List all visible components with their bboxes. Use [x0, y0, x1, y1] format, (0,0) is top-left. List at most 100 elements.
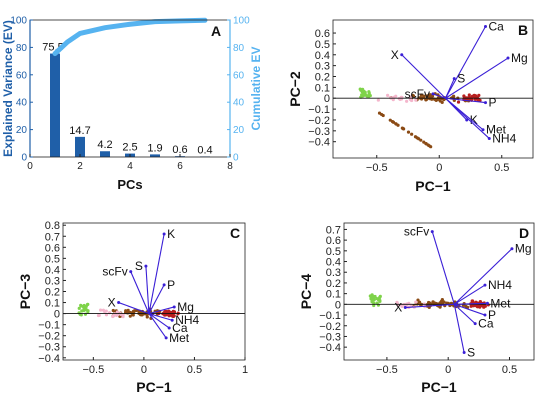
plot-frame	[62, 222, 246, 361]
bar-value-label: 14.7	[69, 125, 90, 137]
loading-vector-scfv	[130, 271, 150, 314]
y2-tick-label: 80	[233, 43, 245, 54]
panel-d: scFv Mg NH4 Met X PCa S −0.5 0 0.5 −0.4−0.3−0.2−0.…	[298, 222, 535, 395]
sample-point	[422, 94, 426, 98]
sample-point	[411, 93, 415, 97]
y2-tick-label: 40	[233, 98, 245, 109]
sample-point	[124, 309, 128, 313]
loading-vector-ca	[453, 303, 476, 325]
y-tick-label: −0.3	[38, 342, 60, 354]
sample-point	[115, 310, 120, 314]
sample-point	[163, 313, 167, 317]
bar-pc1	[50, 53, 60, 157]
sample-point	[368, 294, 372, 298]
sample-point	[369, 297, 373, 301]
x-tick-label: −0.5	[82, 364, 104, 376]
loading-vector-tip	[506, 56, 510, 60]
sample-point	[414, 300, 418, 304]
loading-vector-ca	[445, 26, 486, 99]
loading-vector-mg	[148, 306, 175, 315]
sample-point	[121, 315, 125, 319]
x-tick-label: 1	[242, 364, 248, 376]
loading-vector-nh4	[445, 97, 490, 139]
vector-label: X	[391, 48, 399, 62]
x-axis-label: PC−1	[421, 379, 457, 395]
y-tick-label: 0.1	[326, 289, 341, 301]
panel-letter: D	[519, 225, 529, 241]
x-tick-label: 6	[177, 161, 183, 172]
sample-point	[86, 310, 90, 314]
panel-a: 75.514.74.2 2.5 1.9 0.6 0.40 2 4 6 8020406080100…	[1, 16, 263, 193]
loading-vector-tip	[481, 128, 485, 132]
y-tick-label: 0.2	[326, 278, 341, 290]
y-tick-label: 60	[16, 70, 28, 81]
loading-vector-scfv	[432, 93, 446, 99]
sample-point	[400, 304, 404, 308]
vector-label: NH4	[492, 131, 516, 145]
loading-vector-mg	[445, 57, 509, 99]
sample-point	[79, 313, 83, 317]
loading-vector-tip	[170, 318, 174, 322]
bar-value-label: 4.2	[97, 139, 112, 151]
sample-point	[434, 98, 438, 103]
x-axis-label: PCs	[117, 177, 142, 192]
x-tick-label: 8	[227, 161, 233, 172]
y-tick-label: 0	[335, 299, 341, 311]
loading-vector-tip	[167, 326, 171, 330]
y-tick-label: −0.1	[308, 104, 330, 116]
loading-vector-tip	[403, 306, 407, 310]
sample-point	[424, 98, 428, 102]
y-axis-label: PC−4	[298, 274, 314, 310]
loading-vector-s	[444, 78, 455, 99]
bar-value-label: 0.6	[172, 144, 187, 156]
y-tick-label: 0.1	[315, 82, 330, 94]
x-tick-label: 2	[77, 161, 83, 172]
loading-vector-tip	[162, 232, 166, 236]
vector-label: Mg	[515, 242, 532, 256]
plot-frame	[343, 222, 535, 361]
sample-point	[431, 300, 435, 304]
sample-point	[164, 310, 168, 314]
x-tick-label: 0	[27, 161, 33, 172]
loading-vector-x	[118, 302, 150, 315]
loading-vector-scfv	[431, 231, 455, 305]
sample-point	[475, 305, 480, 309]
sample-point	[388, 118, 392, 122]
vector-label: Mg	[177, 300, 194, 314]
vector-label: S	[457, 72, 465, 86]
sample-point	[140, 313, 144, 317]
y-tick-label: 0.7	[326, 224, 341, 236]
sample-point	[79, 304, 83, 308]
x-tick-label: 0.5	[187, 364, 202, 376]
sample-point	[456, 100, 461, 104]
sample-point	[470, 94, 475, 98]
y-axis-label: Explained Variance (EV)	[1, 20, 15, 157]
sample-point	[410, 132, 414, 136]
sample-point	[467, 97, 471, 101]
loading-vector-tip	[483, 283, 487, 287]
vector-label: P	[489, 96, 497, 110]
y-tick-label: 0.6	[326, 235, 341, 247]
sample-point	[131, 313, 135, 317]
vector-label: scFv	[404, 225, 429, 239]
sample-point	[367, 90, 371, 94]
loading-vector-tip	[487, 136, 491, 140]
y-tick-label: 0	[54, 309, 60, 321]
y-tick-label: 0	[324, 93, 330, 105]
sample-point	[99, 308, 103, 312]
vector-label: X	[108, 296, 116, 310]
loading-vector-tip	[483, 313, 487, 317]
x-tick-label: 0.5	[494, 162, 509, 174]
loading-vector-tip	[162, 283, 166, 287]
sample-point	[362, 93, 366, 97]
sample-point	[419, 138, 423, 142]
x-tick-label: 0.5	[502, 364, 517, 376]
bar-value-label: 2.5	[122, 142, 137, 154]
x-axis-label: PC−1	[136, 379, 172, 395]
y-tick-label: −0.2	[319, 321, 341, 333]
y-tick-label: 0.3	[326, 267, 341, 279]
y-tick-label: 0.5	[315, 39, 330, 51]
bar-value-label: 1.9	[147, 142, 162, 154]
